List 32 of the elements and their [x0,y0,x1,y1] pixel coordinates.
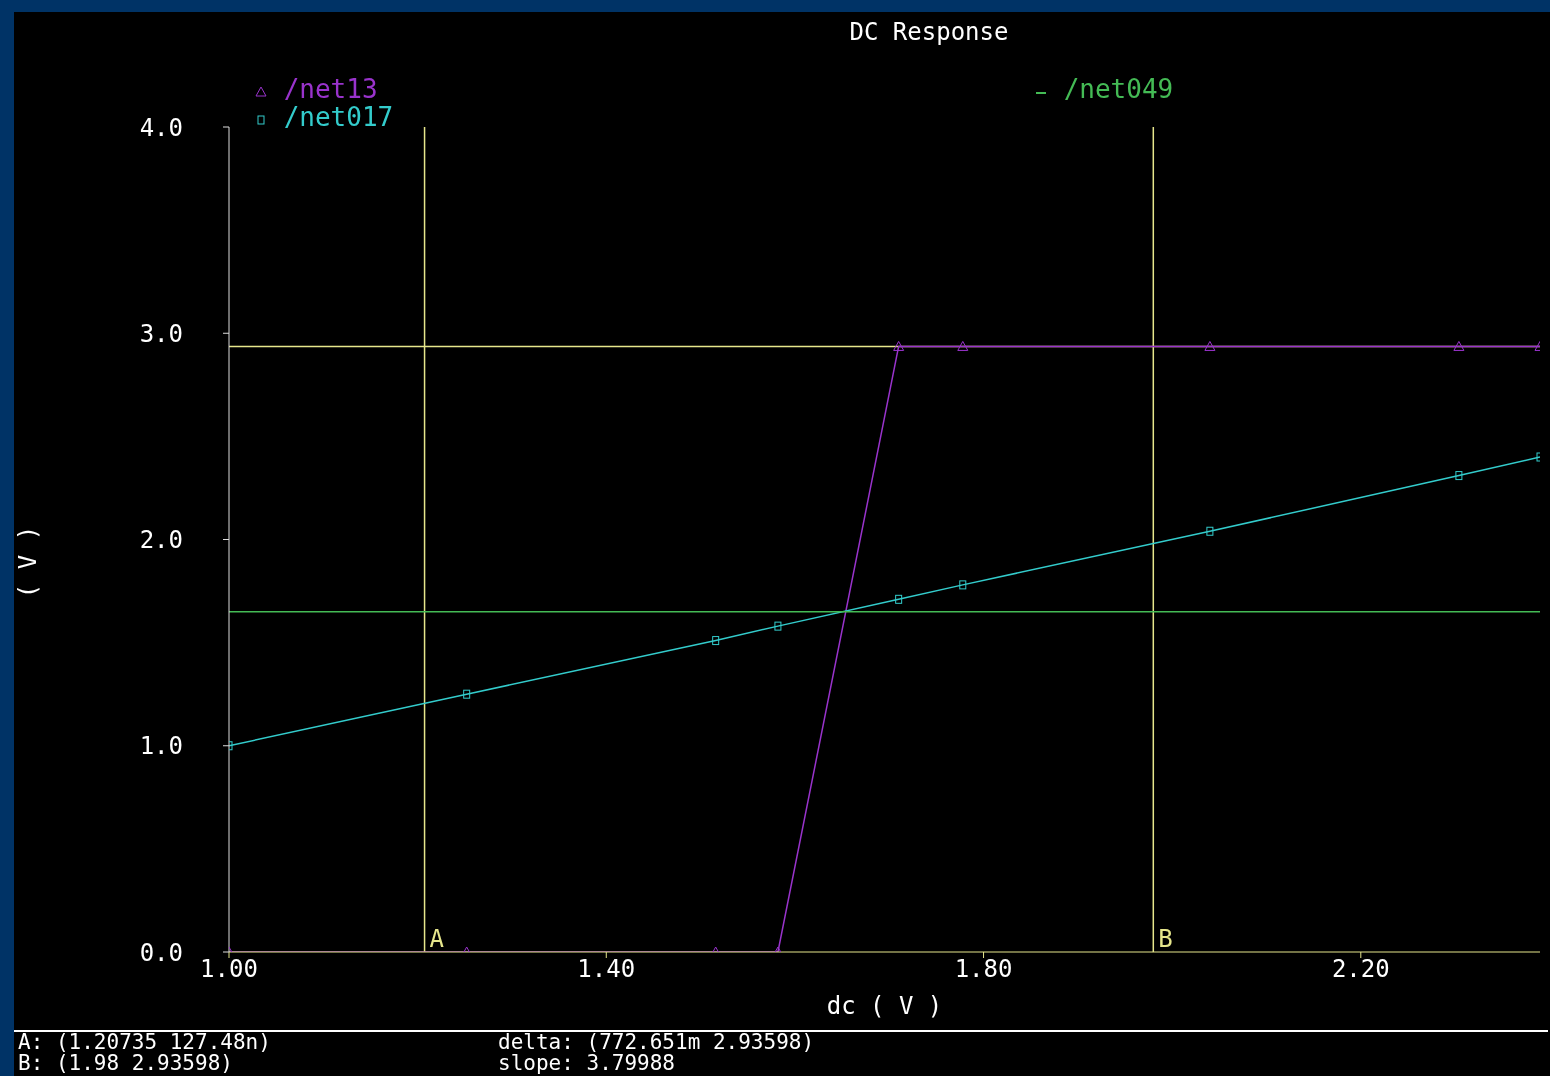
y-tick-label: 4.0 [139,113,183,142]
point [1453,340,1465,351]
legend-label: /net13 [282,74,379,104]
point [774,621,782,631]
chart-title: DC Response [848,18,1010,46]
text: slope: 3.79988 [498,1051,675,1075]
point [1204,340,1216,351]
x-tick-label: 1.00 [200,955,258,984]
point [959,580,967,590]
y-tick-label: 3.0 [139,319,183,348]
y-axis-title: ( V ) [14,525,42,599]
point [895,594,903,604]
x-tick-label: 1.80 [954,955,1013,984]
text: A: (1.20735 127.48n) [18,1030,272,1054]
ref-line-label: B [1158,925,1173,953]
legend-label: /net049 [1062,74,1175,104]
y-tick-label: 0.0 [139,938,183,967]
text: B: (1.98 2.93598) [18,1051,233,1075]
x-axis-title: dc ( V ) [826,992,943,1020]
y-tick-label: 1.0 [139,732,183,761]
x-tick-label: 1.40 [577,955,636,984]
point [463,689,471,699]
ref-line-label: A [429,925,445,953]
y-tick-label: 2.0 [139,526,183,555]
text: delta: (772.651m 2.93598) [498,1030,816,1054]
legend-label: /net017 [282,102,395,132]
x-tick-label: 2.20 [1331,955,1390,984]
point [893,340,905,351]
point [1206,526,1214,536]
point [957,340,969,351]
point [712,636,720,646]
point [1455,471,1463,481]
